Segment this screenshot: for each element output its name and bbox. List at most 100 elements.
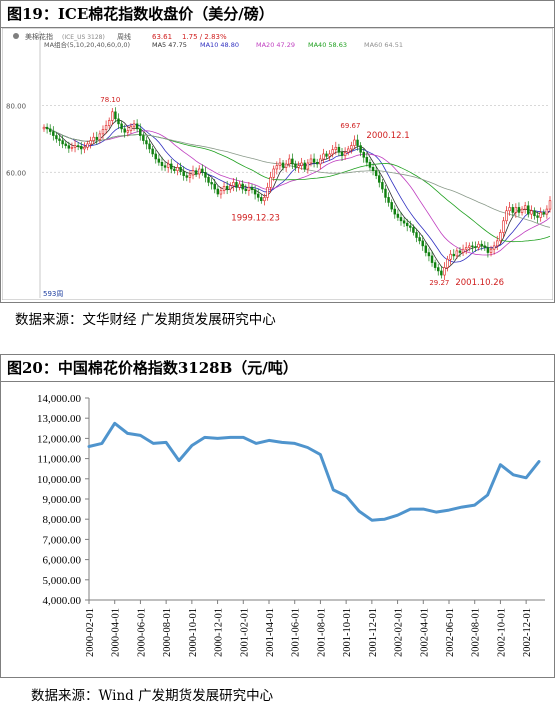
candle-body [216,188,220,195]
candle-body [210,182,213,185]
candle-body [523,205,527,210]
candle-body [253,189,257,195]
x-tick-label: 2000-12-01 [214,608,225,657]
candle-body [297,165,300,168]
x-tick-label: 2001-08-01 [316,608,327,657]
candle-body [256,193,260,198]
candle-body [247,187,251,192]
candle-body [337,146,341,153]
x-tick-label: 2002-12-01 [522,608,533,657]
candle-body [107,120,111,126]
candle-body [45,126,49,130]
figure-19-source: 数据来源：文华财经 广发期货发展研究中心 [15,312,276,328]
ma5-label: MA5 47.75 [152,41,187,49]
y-tick-label: 10,000.00 [37,474,82,486]
candle-body [173,168,176,171]
candle-body [539,212,542,218]
candle-body [312,158,316,163]
candle-body [194,170,198,175]
candle-body [139,128,142,136]
y-tick-label: 12,000.00 [37,433,82,445]
candle-body [471,245,474,248]
candle-body [505,210,508,222]
candle-body [191,170,195,176]
x-tick-label: 2002-02-01 [394,608,405,657]
candle-body [480,243,483,247]
candle-body [250,187,254,191]
candle-body [179,167,182,172]
candle-body [135,123,139,130]
candle-body [433,262,437,268]
y-tick-label: 11,000.00 [37,454,81,466]
candle-body [92,136,95,141]
candle-body [123,128,126,133]
candle-body [117,118,120,125]
candle-body [300,162,303,166]
candle-body [126,130,130,133]
candle-body [213,183,216,190]
candle-body [325,153,328,157]
candle-body [83,146,86,150]
candle-body [142,135,145,141]
candle-body [418,237,421,242]
candle-body [306,162,310,170]
candle-body [73,145,77,148]
candle-body [219,190,223,195]
candle-body [340,151,344,156]
last-quote: 63.61 [152,33,172,41]
candle-body [278,162,282,166]
x-tick-label: 2001-12-01 [368,608,379,657]
candle-body [241,183,244,190]
y-tick-label: 14,000.00 [37,393,82,405]
x-tick-label: 2001-04-01 [265,608,276,657]
candle-body [365,156,369,163]
candle-body [244,188,248,192]
chart-menu-icon[interactable] [13,33,19,39]
candle-body [496,240,499,247]
candle-body [412,227,415,233]
candle-body [499,232,502,242]
candle-body [508,207,511,212]
candle-body [303,162,306,170]
candle-body [129,125,133,131]
candle-body [204,172,207,178]
candle-body [275,165,279,170]
candle-body [359,145,362,153]
candle-body [464,247,468,250]
candle-body [160,162,164,166]
x-tick-label: 2000-06-01 [136,608,147,657]
candle-body [492,245,496,250]
candle-body [437,267,440,272]
candle-body [120,123,123,130]
candle-body [483,245,487,248]
chart-annotation: 69.67 [340,122,360,130]
cotton-index-line [87,421,541,522]
candle-body [235,182,238,188]
y-tick-label: 8,000.00 [43,514,82,526]
candle-body [452,253,455,257]
y-tick-label: 9,000.00 [43,494,82,506]
ma60-line [43,126,551,228]
candle-body [182,171,185,176]
candle-body [294,163,297,168]
candle-body [70,146,74,149]
candle-body [89,140,92,145]
candle-body [328,153,331,157]
candle-body [331,149,334,155]
figure-20-title: 图20：中国棉花价格指数3128B（元/吨） [1,355,554,382]
candle-body [356,139,359,146]
candle-body [542,212,546,215]
candle-body [229,185,232,190]
candle-body [536,215,539,218]
period-label[interactable]: 周线 [117,32,131,41]
candle-body [446,258,449,268]
candle-body [263,197,266,202]
instrument-code: (ICE_US 3128) [62,34,105,41]
candle-body [399,217,403,222]
candle-body [67,145,71,149]
x-tick-label: 2002-08-01 [471,608,482,657]
candle-body [368,162,372,168]
candle-body [393,208,397,215]
x-tick-label: 2002-10-01 [496,608,507,657]
y-tick-label: 5,000.00 [43,575,82,587]
